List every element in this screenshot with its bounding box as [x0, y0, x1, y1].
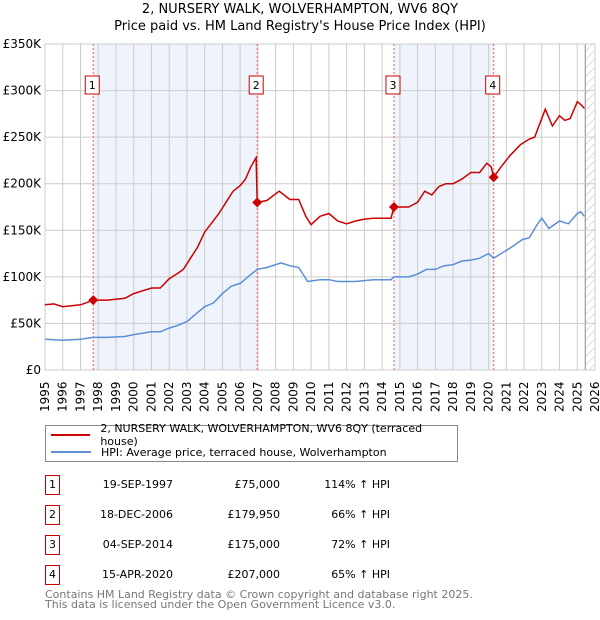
sale-label: 4: [489, 79, 496, 92]
legend-item-property: 2, NURSERY WALK, WOLVERHAMPTON, WV6 8QY …: [51, 422, 457, 448]
sale-point: [488, 172, 499, 183]
chart-title: 2, NURSERY WALK, WOLVERHAMPTON, WV6 8QY: [141, 2, 459, 17]
sale-point: [388, 202, 399, 212]
legend: 2, NURSERY WALK, WOLVERHAMPTON, WV6 8QY …: [45, 422, 458, 462]
series-line: [44, 100, 585, 308]
x-tick-label: 2020: [482, 381, 496, 412]
sale-row: 2 18-DEC-2006 £179,950 66% ↑ HPI: [45, 505, 465, 527]
x-tick-label: 2008: [269, 381, 283, 412]
sale-label: 1: [89, 79, 96, 92]
y-tick-label: £350K: [3, 37, 43, 51]
sale-point: [88, 295, 99, 306]
sale-date: 15-APR-2020: [101, 568, 173, 581]
y-tick-label: £150K: [3, 223, 43, 237]
sale-label-box: [385, 75, 401, 95]
sale-label-box: [248, 75, 264, 95]
footer-line: This data is licensed under the Open Gov…: [45, 598, 396, 611]
sale-row: 1 19-SEP-1997 £75,000 114% ↑ HPI: [45, 475, 465, 497]
legend-label: 2, NURSERY WALK, WOLVERHAMPTON, WV6 8QY …: [100, 422, 423, 448]
sale-date: 18-DEC-2006: [99, 508, 173, 521]
x-tick-label: 1995: [38, 381, 52, 412]
x-tick-label: 2026: [588, 381, 600, 412]
footer-line: Contains HM Land Registry data © Crown c…: [45, 588, 473, 601]
x-tick-label: 2007: [251, 381, 265, 412]
x-tick-label: 2000: [127, 381, 141, 412]
x-tick-label: 2001: [144, 381, 158, 412]
sale-label: 3: [389, 79, 396, 92]
shaded-period: [393, 44, 494, 370]
y-tick-label: £50K: [10, 316, 42, 330]
forecast-hatch: [585, 44, 595, 370]
x-tick-label: 2019: [464, 381, 478, 412]
y-tick-label: £200K: [3, 177, 43, 191]
x-tick-label: 2009: [286, 381, 300, 412]
legend-item-hpi: HPI: Average price, terraced house, Wolv…: [51, 444, 387, 460]
sale-label: 2: [253, 79, 260, 92]
sale-row: 4 15-APR-2020 £207,000 65% ↑ HPI: [45, 565, 465, 587]
plot-border: [44, 43, 596, 371]
x-tick-label: 2018: [446, 381, 460, 412]
x-tick-label: 1998: [91, 381, 105, 412]
sale-date: 04-SEP-2014: [102, 538, 173, 551]
series-line: [44, 210, 585, 341]
sale-marker: 1: [45, 475, 60, 495]
x-tick-label: 2011: [322, 381, 336, 412]
x-tick-label: 2016: [411, 381, 425, 412]
x-tick-label: 2013: [357, 381, 371, 412]
x-tick-label: 2002: [162, 381, 176, 412]
x-tick-label: 2006: [233, 381, 247, 412]
sale-label-box: [84, 75, 100, 95]
x-tick-label: 2010: [304, 381, 318, 412]
x-tick-label: 1997: [73, 381, 87, 412]
sale-marker: 4: [45, 565, 60, 585]
sale-marker: 3: [45, 535, 60, 555]
x-tick-label: 1999: [109, 381, 123, 412]
x-tick-label: 2015: [393, 381, 407, 412]
y-tick-label: £300K: [3, 84, 43, 98]
price-chart: 1995 1996 1997 1998 1999 2000 2001 2002 2003 2004…: [3, 37, 600, 412]
x-tick-label: 2023: [535, 381, 549, 412]
legend-swatch-red: [51, 434, 91, 436]
y-tick-label: £0: [26, 363, 41, 377]
sale-date: 19-SEP-1997: [102, 478, 173, 491]
x-tick-label: 2021: [499, 381, 513, 412]
x-tick-label: 2025: [570, 381, 584, 412]
sale-row: 3 04-SEP-2014 £175,000 72% ↑ HPI: [45, 535, 465, 557]
footer: Contains HM Land Registry data © Crown c…: [45, 588, 473, 611]
sale-price: £207,000: [227, 568, 281, 581]
y-tick-label: £250K: [3, 130, 43, 144]
x-tick-label: 2017: [428, 381, 442, 412]
x-tick-label: 2024: [553, 381, 567, 412]
sale-hpi-change: 72% ↑ HPI: [331, 538, 390, 551]
legend-label: HPI: Average price, terraced house, Wolv…: [101, 445, 387, 459]
x-tick-label: 2005: [215, 381, 229, 412]
sale-hpi-change: 66% ↑ HPI: [331, 508, 390, 521]
sale-price: £179,950: [227, 508, 281, 521]
sale-price: £75,000: [234, 478, 281, 491]
x-tick-label: 2014: [375, 381, 389, 412]
x-tick-label: 2004: [198, 381, 212, 412]
sale-hpi-change: 114% ↑ HPI: [324, 478, 390, 491]
x-tick-label: 1996: [56, 381, 70, 412]
x-tick-label: 2022: [517, 381, 531, 412]
y-tick-label: £100K: [3, 270, 43, 284]
x-tick-label: 2003: [180, 381, 194, 412]
sale-hpi-change: 65% ↑ HPI: [331, 568, 390, 581]
chart-subtitle: Price paid vs. HM Land Registry's House …: [114, 19, 486, 34]
sale-marker: 2: [45, 505, 60, 525]
x-tick-label: 2012: [340, 381, 354, 412]
legend-swatch-blue: [51, 451, 91, 453]
sale-price: £175,000: [227, 538, 281, 551]
sale-label-box: [485, 75, 501, 95]
shaded-period: [93, 44, 258, 370]
sale-point: [252, 197, 263, 208]
